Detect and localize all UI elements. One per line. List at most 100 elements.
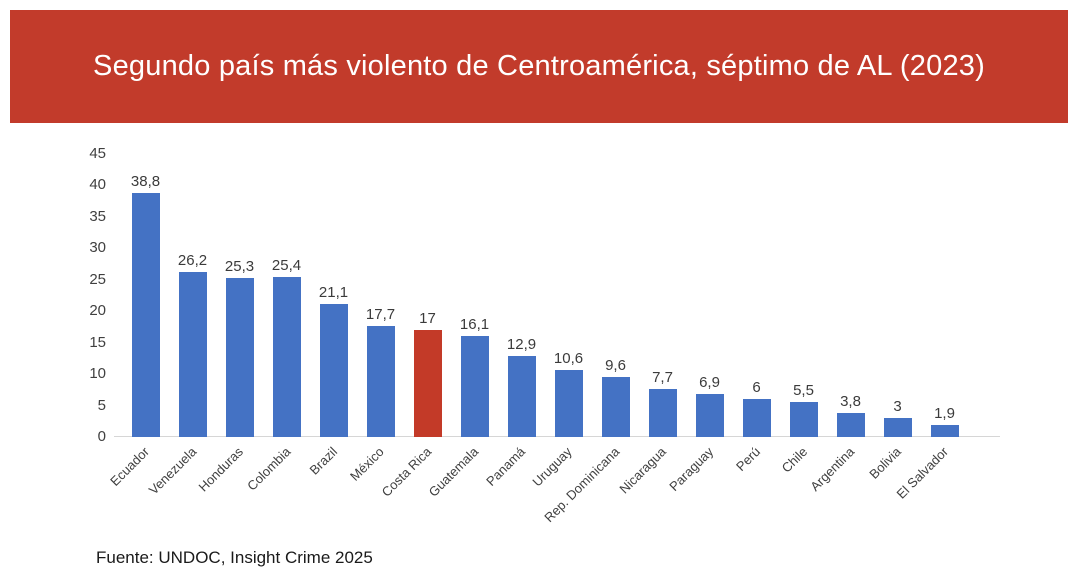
bar-column: 1,9 [921,154,968,437]
bar-value-label: 26,2 [177,252,208,270]
x-tick-wrap: Rep. Dominicana [442,443,622,525]
x-tick-wrap: Costa Rica [254,443,435,500]
x-tick-label: Paraguay [666,444,717,494]
x-tick-label: El Salvador [893,444,952,502]
x-tick-label: Brazil [306,444,341,478]
bar-column: 25,4 [263,154,310,437]
bar-brazil [319,304,348,437]
bar-chile [789,402,818,437]
x-tick-wrap: Chile [630,443,811,476]
bar-value-label: 5,5 [793,382,814,400]
bar-value-label: 7,7 [652,368,673,386]
y-tick-label: 45 [89,145,106,162]
bar-guatemala [460,335,489,437]
x-tick-label: Venezuela [145,444,200,498]
bar-value-label: 9,6 [605,356,626,374]
source-note: Fuente: UNDOC, Insight Crime 2025 [96,548,373,567]
x-tick-wrap: Bolivia [724,443,904,482]
bar-uruguay [554,370,583,437]
bar-column: 10,6 [545,154,592,437]
x-tick-wrap: El Salvador [771,443,951,502]
bar-per- [742,399,771,437]
bar-value-label: 6,9 [699,373,720,391]
x-tick-wrap: Argentina [677,443,857,494]
x-tick-label: Perú [733,444,764,475]
bar-column: 25,3 [216,154,263,437]
bar-paraguay [695,393,724,437]
y-tick-label: 30 [89,239,106,257]
x-tick-label: Costa Rica [378,444,435,500]
x-tick-label: México [347,444,388,484]
bar-column: 5,5 [780,154,827,437]
x-tick-label: Colombia [243,444,294,494]
x-tick-label: Uruguay [529,444,576,490]
bar-ecuador [131,193,160,437]
x-tick-label: Ecuador [107,444,153,489]
bar-m-xico [366,325,395,437]
bar-bolivia [883,418,912,437]
x-tick-label: Bolivia [866,444,905,482]
bar-column: 3 [874,154,921,437]
x-tick-wrap: Colombia [113,443,293,493]
bar-column: 7,7 [639,154,686,437]
x-tick-label: Guatemala [425,444,482,500]
bar-honduras [225,277,254,437]
bar-series: 38,8 26,2 25,3 25,4 21,1 17,7 17 16,1 12,9 10,6 9,… [122,154,968,437]
bar-value-label: 17,7 [365,305,396,323]
bar-column: 21,1 [310,154,357,437]
bar-rep-dominicana [601,376,630,437]
bar-value-label: 38,8 [130,173,161,190]
bar-el-salvador [930,425,959,437]
x-tick-wrap: Uruguay [395,443,575,489]
bar-column: 3,8 [827,154,874,437]
bar-column: 38,8 [122,154,169,437]
bar-colombia [272,277,301,437]
y-axis: 0 5 10 15 20 25 30 35 40 45 [56,145,106,445]
x-tick-wrap: Nicaragua [489,443,670,497]
bar-value-label: 1,9 [934,405,955,423]
plot-area: 38,8 26,2 25,3 25,4 21,1 17,7 17 16,1 12,9 10,6 9,… [114,154,1000,437]
bar-value-label: 25,4 [271,257,302,275]
y-tick-label: 5 [97,396,106,414]
x-tick-wrap: Brazil [160,443,341,478]
bar-column: 9,6 [592,154,639,437]
y-tick-label: 35 [89,207,106,225]
x-tick-label: Rep. Dominicana [540,444,623,526]
x-tick-wrap: Perú [583,443,763,474]
bar-column: 12,9 [498,154,545,437]
x-tick-label: Panamá [483,444,529,489]
x-tick-wrap: Paraguay [536,443,716,494]
y-tick-label: 15 [89,333,106,351]
x-tick-wrap: Guatemala [301,443,482,500]
x-tick-label: Nicaragua [616,444,670,497]
x-tick-label: Chile [778,444,811,476]
bar-column: 16,1 [451,154,498,437]
bar-value-label: 25,3 [224,257,255,275]
bar-costa-rica [413,330,442,437]
bar-panam- [507,355,536,437]
bar-value-label: 3 [893,398,902,416]
bar-value-label: 6 [752,379,761,397]
bar-value-label: 12,9 [506,335,537,353]
bar-column: 26,2 [169,154,216,437]
bar-column: 17 [404,154,451,437]
bar-value-label: 17 [419,310,436,328]
title-banner: Segundo país más violento de Centroaméri… [10,10,1068,123]
bar-value-label: 3,8 [840,393,861,411]
y-tick-label: 0 [97,428,106,445]
bar-argentina [836,413,865,437]
bar-nicaragua [648,388,677,437]
bar-value-label: 21,1 [318,284,349,302]
bar-value-label: 10,6 [553,350,584,368]
y-tick-label: 10 [89,365,106,383]
y-tick-label: 20 [89,302,106,320]
bar-column: 6,9 [686,154,733,437]
x-tick-label: Honduras [195,444,247,495]
bar-column: 6 [733,154,780,437]
slide-title: Segundo país más violento de Centroaméri… [93,50,985,82]
bar-venezuela [178,272,207,437]
bar-value-label: 16,1 [459,315,490,333]
x-tick-wrap: Panamá [348,443,528,489]
x-tick-label: Argentina [807,444,858,494]
